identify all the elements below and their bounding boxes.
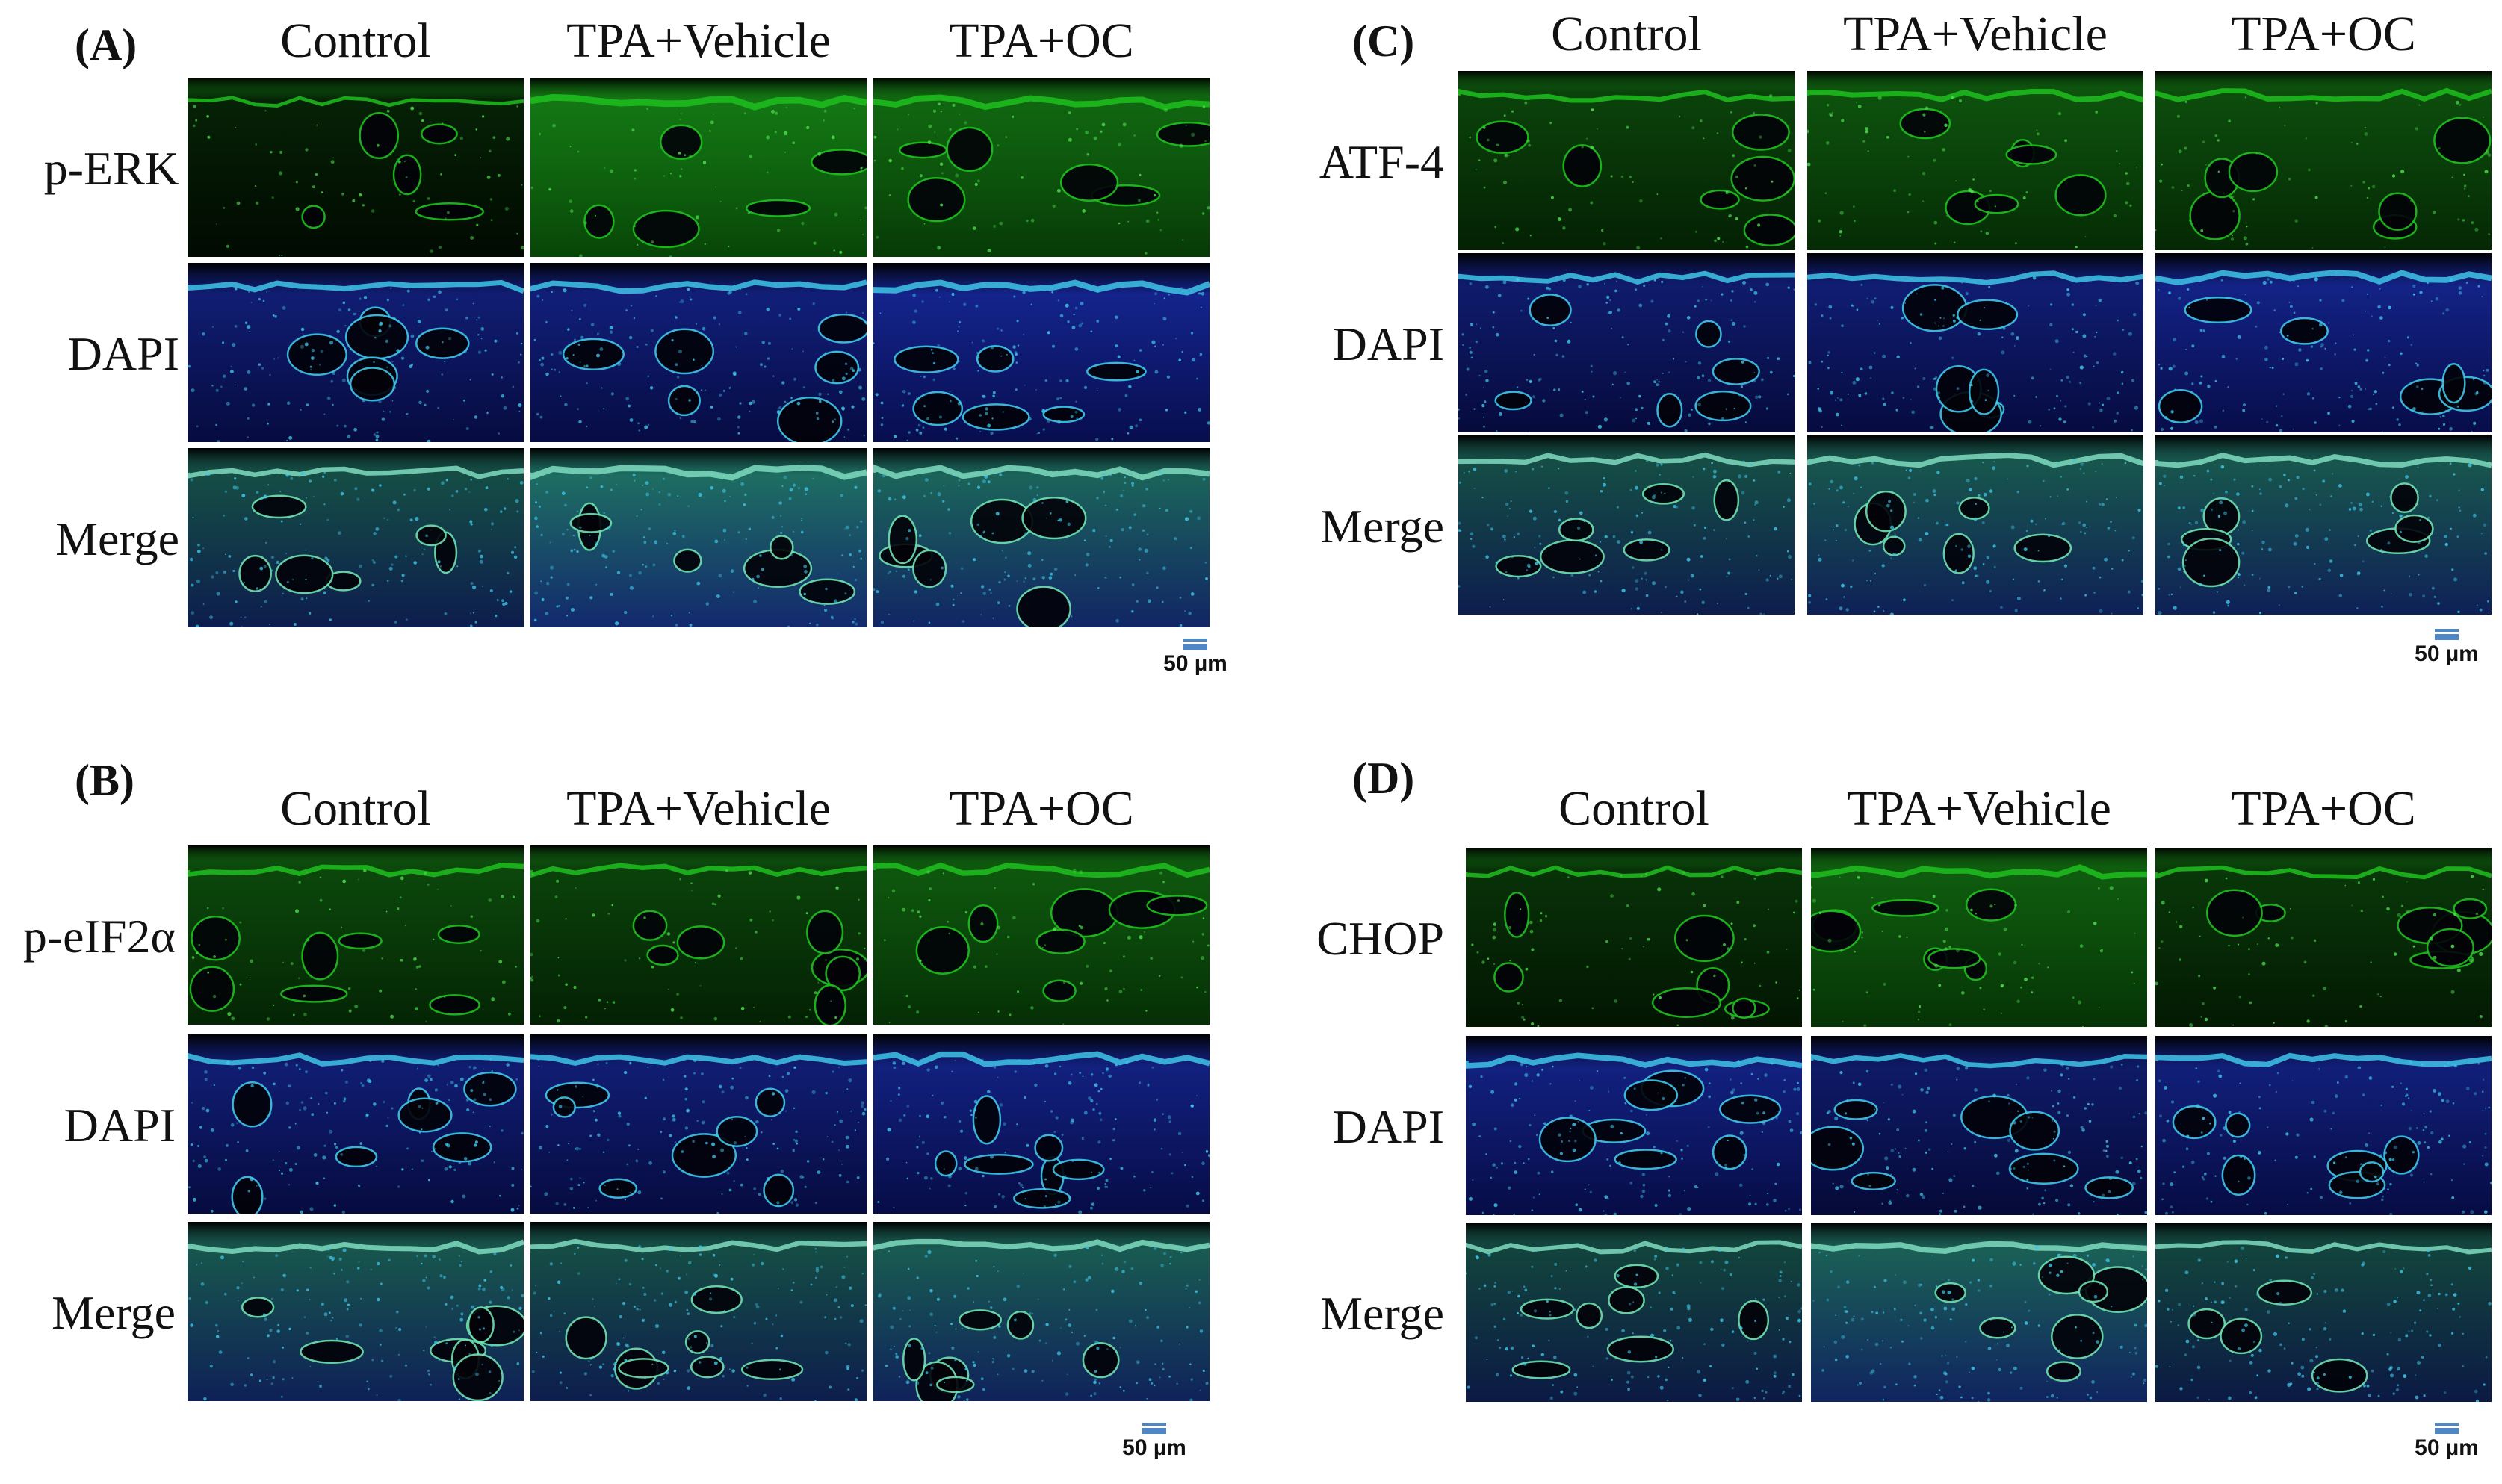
- micrograph-image: [1807, 71, 2143, 250]
- column-header: Control: [1558, 781, 1709, 836]
- scale-bar-icon: [2435, 629, 2459, 640]
- micrograph-image: [873, 448, 1210, 627]
- micrograph-image: [873, 263, 1210, 442]
- micrograph-image: [1466, 1223, 1802, 1402]
- micrograph-image: [530, 845, 867, 1025]
- micrograph-image: [530, 78, 867, 257]
- column-header: TPA+Vehicle: [566, 13, 831, 68]
- row-label: ATF-4: [1319, 135, 1444, 188]
- scale-bar: 50 µm: [2394, 629, 2499, 665]
- column-header: Control: [280, 13, 431, 68]
- row-label: p-ERK: [43, 142, 179, 195]
- micrograph-image: [1811, 848, 2147, 1027]
- column-header: TPA+OC: [949, 781, 1134, 836]
- micrograph-image: [1811, 1223, 2147, 1402]
- micrograph-image: [873, 845, 1210, 1025]
- micrograph-image: [188, 263, 524, 442]
- figure-panel: (A) Control TPA+Vehicle TPA+OC p-ERK DAPI Merg…: [0, 0, 1232, 737]
- micrograph-image: [188, 448, 524, 627]
- micrograph-image: [1811, 1036, 2147, 1215]
- micrograph-image: [2155, 848, 2492, 1027]
- figure-panel: (C) Control TPA+Vehicle TPA+OC ATF-4 DAPI Merg…: [1270, 0, 2502, 737]
- figure-panel: (B) Control TPA+Vehicle TPA+OC p-eIF2α DAPI Me…: [0, 747, 1232, 1484]
- panel-letter: (B): [75, 756, 134, 805]
- micrograph-image: [2155, 435, 2492, 615]
- micrograph-image: [1458, 253, 1795, 432]
- micrograph-image: [873, 78, 1210, 257]
- micrograph-image: [2155, 1223, 2492, 1402]
- micrograph-image: [530, 263, 867, 442]
- row-label: Merge: [1320, 500, 1444, 553]
- row-label: Merge: [1320, 1287, 1444, 1340]
- column-header: TPA+Vehicle: [1847, 781, 2111, 836]
- micrograph-image: [873, 1222, 1210, 1401]
- row-label: DAPI: [1332, 1100, 1444, 1153]
- row-label: Merge: [52, 1286, 176, 1339]
- micrograph-image: [1807, 253, 2143, 432]
- micrograph-image: [530, 1222, 867, 1401]
- micrograph-image: [1466, 848, 1802, 1027]
- micrograph-image: [1458, 71, 1795, 250]
- panel-letter: (C): [1352, 16, 1415, 66]
- micrograph-image: [2155, 71, 2492, 250]
- scale-bar-icon: [2435, 1423, 2459, 1434]
- micrograph-image: [188, 1034, 524, 1214]
- micrograph-image: [2155, 1036, 2492, 1215]
- column-header: Control: [1551, 7, 1702, 61]
- scale-bar-label: 50 µm: [2415, 1435, 2479, 1460]
- scale-bar-label: 50 µm: [1163, 651, 1227, 676]
- scale-bar-icon: [1142, 1423, 1166, 1434]
- scale-bar: 50 µm: [1143, 639, 1248, 675]
- column-header: Control: [280, 781, 431, 836]
- figure-panel: (D) Control TPA+Vehicle TPA+OC CHOP DAPI Merge…: [1270, 747, 2502, 1484]
- micrograph-image: [188, 78, 524, 257]
- scale-bar-label: 50 µm: [1122, 1435, 1186, 1460]
- row-label: CHOP: [1316, 912, 1444, 965]
- micrograph-image: [188, 845, 524, 1025]
- column-header: TPA+OC: [2231, 7, 2416, 61]
- micrograph-image: [1466, 1036, 1802, 1215]
- panel-letter: (A): [75, 20, 137, 69]
- micrograph-image: [530, 1034, 867, 1214]
- micrograph-image: [188, 1222, 524, 1401]
- row-label: DAPI: [64, 1099, 176, 1152]
- scale-bar: 50 µm: [2394, 1423, 2499, 1459]
- row-label: DAPI: [67, 327, 179, 380]
- micrograph-image: [1807, 435, 2143, 615]
- column-header: TPA+OC: [949, 13, 1134, 68]
- row-label: DAPI: [1332, 317, 1444, 370]
- micrograph-image: [2155, 253, 2492, 432]
- column-header: TPA+Vehicle: [1843, 7, 2108, 61]
- row-label: p-eIF2α: [22, 910, 176, 963]
- row-label: Merge: [55, 512, 179, 565]
- scale-bar-label: 50 µm: [2415, 642, 2479, 666]
- column-header: TPA+Vehicle: [566, 781, 831, 836]
- column-header: TPA+OC: [2231, 781, 2416, 836]
- micrograph-image: [873, 1034, 1210, 1214]
- scale-bar-icon: [1183, 639, 1207, 650]
- panel-letter: (D): [1352, 754, 1415, 803]
- scale-bar: 50 µm: [1102, 1423, 1207, 1459]
- micrograph-image: [1458, 435, 1795, 615]
- micrograph-image: [530, 448, 867, 627]
